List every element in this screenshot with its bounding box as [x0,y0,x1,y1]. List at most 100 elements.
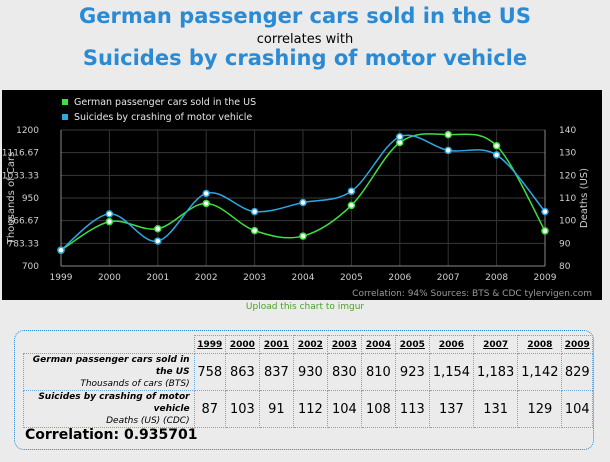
table-row-label: Suicides by crashing of motor vehicle Dea… [23,390,195,428]
y-right-axis-title: Deaths (US) [579,168,590,228]
row-label-title: Suicides by crashing of motor vehicle [38,392,190,414]
table-value-cell: 829 [561,353,593,391]
data-point-cars [202,199,210,208]
x-tick-label: 2002 [195,273,218,283]
table-value-cell: 863 [224,353,260,391]
data-point-suicides [105,210,114,218]
data-point-suicides [250,207,259,216]
table-value-cell: 1,183 [473,353,519,391]
y-left-tick-label: 1033.33 [2,171,39,181]
data-point-suicides [396,133,404,141]
y-right-tick-label: 90 [559,239,571,249]
table-corner-cell [23,335,195,354]
data-table-panel: 1999 2000 2001 2002 2003 2004 2005 2006 2007 2008… [14,330,594,450]
data-point-suicides [541,207,549,216]
y-left-axis-title: Thousands of Cars [6,152,17,246]
legend-label: German passenger cars sold in the US [74,97,256,108]
y-right-tick-label: 130 [559,149,576,159]
line-chart: 1200 140 1116.67 130 1033.33 120 950 110 866.67 1… [2,97,592,299]
data-point-suicides [347,187,356,195]
table-value-cell: 837 [258,353,294,391]
data-point-cars [492,142,501,150]
y-left-tick-label: 700 [22,262,39,272]
table-year-header: 2003 [326,335,362,354]
x-tick-label: 2007 [437,273,460,283]
table-value-cell: 1,154 [428,353,475,391]
data-point-cars [347,201,356,210]
x-tick-label: 2009 [534,273,557,283]
table-year-header: 2001 [258,335,294,354]
row-label-unit: Deaths (US) (CDC) [106,416,190,426]
data-table: 1999 2000 2001 2002 2003 2004 2005 2006 2007 2008… [23,335,593,428]
row-label-unit: Thousands of cars (BTS) [80,379,190,389]
chart-title-connector: correlates with [256,32,354,47]
x-tick-label: 2004 [292,273,315,283]
y-right-tick-label: 120 [559,171,576,181]
table-value-cell: 830 [326,353,362,391]
table-year-header: 2004 [360,335,396,354]
data-point-suicides [444,146,452,155]
table-value-cell: 91 [258,390,294,428]
table-value-cell: 930 [292,353,328,391]
y-left-tick-label: 950 [22,194,39,204]
data-point-cars [250,226,259,235]
data-point-cars [541,227,549,235]
data-point-suicides [492,151,501,159]
table-value-cell: 112 [292,390,328,428]
upload-to-imgur-link[interactable]: Upload this chart to imgur [245,302,365,312]
legend-marker [62,99,68,105]
y-left-tick-label: 783.33 [8,239,40,249]
chart-footer: Correlation: 94% Sources: BTS & CDC tyle… [352,289,592,299]
table-year-header: 2006 [428,335,475,354]
chart-panel: 1200 140 1116.67 130 1033.33 120 950 110 866.67 1… [2,90,602,300]
y-right-tick-label: 100 [559,217,576,227]
legend-label: Suicides by crashing of motor vehicle [74,112,252,123]
x-tick-label: 2003 [243,273,266,283]
chart-title-line1: German passenger cars sold in the US [79,4,531,28]
x-tick-label: 2008 [485,273,508,283]
table-value-cell: 129 [517,390,563,428]
table-year-header: 1999 [193,335,226,354]
chart-title-line2: Suicides by crashing of motor vehicle [82,46,528,70]
table-row: German passenger cars sold in the US Thou… [23,353,593,391]
table-value-cell: 104 [326,390,362,428]
table-value-cell: 87 [193,390,226,428]
data-point-cars [154,224,162,233]
table-row-label: German passenger cars sold in the US Thou… [23,353,195,391]
y-right-tick-label: 140 [559,126,576,136]
y-right-tick-label: 110 [559,194,576,204]
table-value-cell: 137 [428,390,475,428]
table-year-header: 2009 [561,335,593,354]
table-value-cell: 758 [193,353,226,391]
table-year-header: 2002 [292,335,328,354]
table-value-cell: 1,142 [517,353,563,391]
correlation-value: Correlation: 0.935701 [25,427,198,443]
table-year-header: 2007 [473,335,519,354]
table-year-header: 2005 [394,335,430,354]
x-tick-label: 1999 [50,273,73,283]
data-point-suicides [202,189,210,198]
x-tick-label: 2001 [146,273,169,283]
data-point-cars [299,232,307,240]
table-header-row: 1999 2000 2001 2002 2003 2004 2005 2006 2007 2008… [23,335,593,354]
y-left-tick-label: 1116.67 [2,149,39,159]
table-year-header: 2008 [517,335,563,354]
table-row: Suicides by crashing of motor vehicle Dea… [23,390,593,428]
row-label-title: German passenger cars sold in the US [32,355,190,377]
series-line-cars [60,133,546,251]
table-value-cell: 923 [394,353,430,391]
table-value-cell: 108 [360,390,396,428]
data-point-suicides [154,237,162,245]
data-point-suicides [57,246,65,254]
y-left-tick-label: 1200 [16,126,39,136]
table-value-cell: 131 [473,390,519,428]
data-point-suicides [299,198,307,207]
table-year-header: 2000 [224,335,260,354]
table-value-cell: 104 [561,390,593,428]
table-value-cell: 113 [394,390,430,428]
data-point-cars [444,130,452,139]
data-point-cars [105,217,114,226]
table-value-cell: 810 [360,353,396,391]
legend-marker [62,114,68,120]
y-left-tick-label: 866.67 [8,217,40,227]
